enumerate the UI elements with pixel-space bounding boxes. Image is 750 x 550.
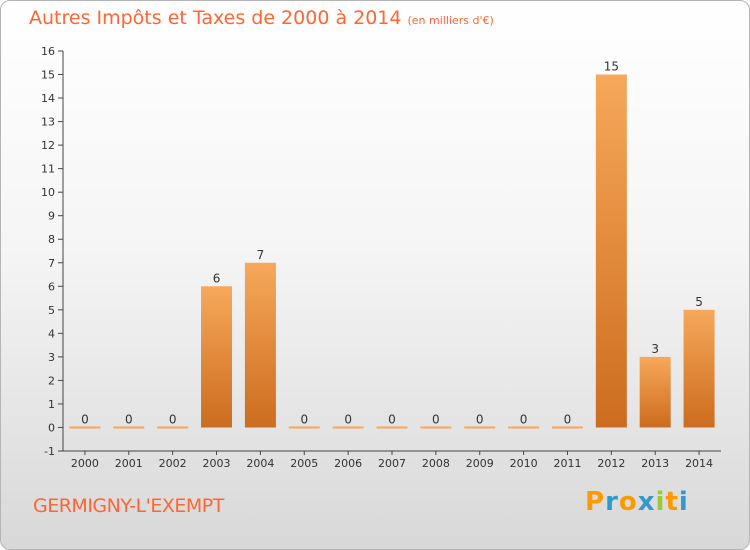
data-label-2014: 5 (695, 295, 703, 309)
chart-unit-note: (en milliers d'€) (407, 14, 494, 27)
x-tick-label: 2004 (246, 457, 274, 470)
y-tick-label: -1 (44, 445, 55, 458)
data-label-2002: 0 (169, 412, 177, 426)
x-tick-label: 2009 (466, 457, 494, 470)
bar-2004 (244, 262, 276, 428)
bar-2014 (683, 309, 715, 428)
commune-name: GERMIGNY-L'EXEMPT (33, 495, 224, 517)
y-tick-label: 2 (48, 374, 55, 387)
y-tick-label: 9 (48, 210, 55, 223)
x-tick-label: 2014 (685, 457, 713, 470)
bar-2013 (639, 356, 671, 428)
x-tick-label: 2005 (290, 457, 318, 470)
y-tick-label: 0 (48, 421, 55, 434)
logo-letter: o (618, 487, 638, 517)
data-label-2004: 7 (257, 248, 265, 262)
y-tick-label: 10 (41, 186, 55, 199)
x-axis-ticks: 2000 2001 2002 2003 2004 2005 2006 2007 2008 2009… (71, 451, 713, 470)
y-tick-label: 1 (48, 398, 55, 411)
y-tick-label: 7 (48, 257, 55, 270)
x-tick-label: 2006 (334, 457, 362, 470)
data-label-2012: 15 (604, 60, 619, 74)
y-tick-label: 13 (41, 116, 55, 129)
x-tick-label: 2007 (378, 457, 406, 470)
bar-2010 (508, 426, 540, 429)
y-tick-label: 15 (41, 69, 55, 82)
bar-2011 (551, 426, 583, 429)
bar-2009 (464, 426, 496, 429)
y-tick-label: 6 (48, 280, 55, 293)
y-tick-label: 16 (41, 45, 55, 58)
x-tick-label: 2002 (159, 457, 187, 470)
x-tick-label: 2012 (597, 457, 625, 470)
logo-letter: x (637, 487, 656, 517)
x-tick-label: 2003 (203, 457, 231, 470)
bar-2007 (376, 426, 408, 429)
bar-2012 (595, 74, 627, 428)
y-tick-label: 3 (48, 351, 55, 364)
data-label-2006: 0 (344, 412, 352, 426)
data-label-2010: 0 (520, 412, 528, 426)
x-tick-label: 2000 (71, 457, 99, 470)
data-label-2009: 0 (476, 412, 484, 426)
data-label-2001: 0 (125, 412, 133, 426)
data-labels: 0 0 0 6 7 0 0 0 0 0 0 0 15 3 5 (81, 60, 703, 427)
data-label-2008: 0 (432, 412, 440, 426)
data-label-2003: 6 (213, 271, 221, 285)
data-label-2005: 0 (300, 412, 308, 426)
bar-2000 (69, 426, 101, 429)
y-tick-label: 11 (41, 163, 55, 176)
x-tick-label: 2013 (641, 457, 669, 470)
bar-2001 (113, 426, 145, 429)
x-tick-label: 2010 (510, 457, 538, 470)
y-tick-label: 14 (41, 92, 55, 105)
logo-letter: i (655, 487, 666, 517)
bars (69, 74, 715, 429)
y-tick-label: 4 (48, 327, 55, 340)
data-label-2000: 0 (81, 412, 89, 426)
proxiti-logo[interactable]: Proxiti (585, 487, 689, 517)
bar-2005 (288, 426, 320, 429)
x-tick-label: 2008 (422, 457, 450, 470)
logo-letter: t (665, 487, 679, 517)
bar-2008 (420, 426, 452, 429)
x-tick-label: 2011 (553, 457, 581, 470)
x-tick-label: 2001 (115, 457, 143, 470)
bar-2003 (201, 286, 233, 428)
data-label-2007: 0 (388, 412, 396, 426)
bar-2006 (332, 426, 364, 429)
y-tick-label: 12 (41, 139, 55, 152)
y-tick-label: 5 (48, 304, 55, 317)
data-label-2013: 3 (651, 342, 659, 356)
y-tick-label: 8 (48, 233, 55, 246)
data-label-2011: 0 (564, 412, 572, 426)
bar-2002 (157, 426, 189, 429)
chart-title-text: Autres Impôts et Taxes de 2000 à 2014 (29, 7, 402, 29)
logo-letter: i (678, 487, 689, 517)
logo-letter: r (605, 487, 619, 517)
chart-title: Autres Impôts et Taxes de 2000 à 2014 (en… (29, 7, 494, 29)
logo-letter: P (585, 487, 606, 517)
